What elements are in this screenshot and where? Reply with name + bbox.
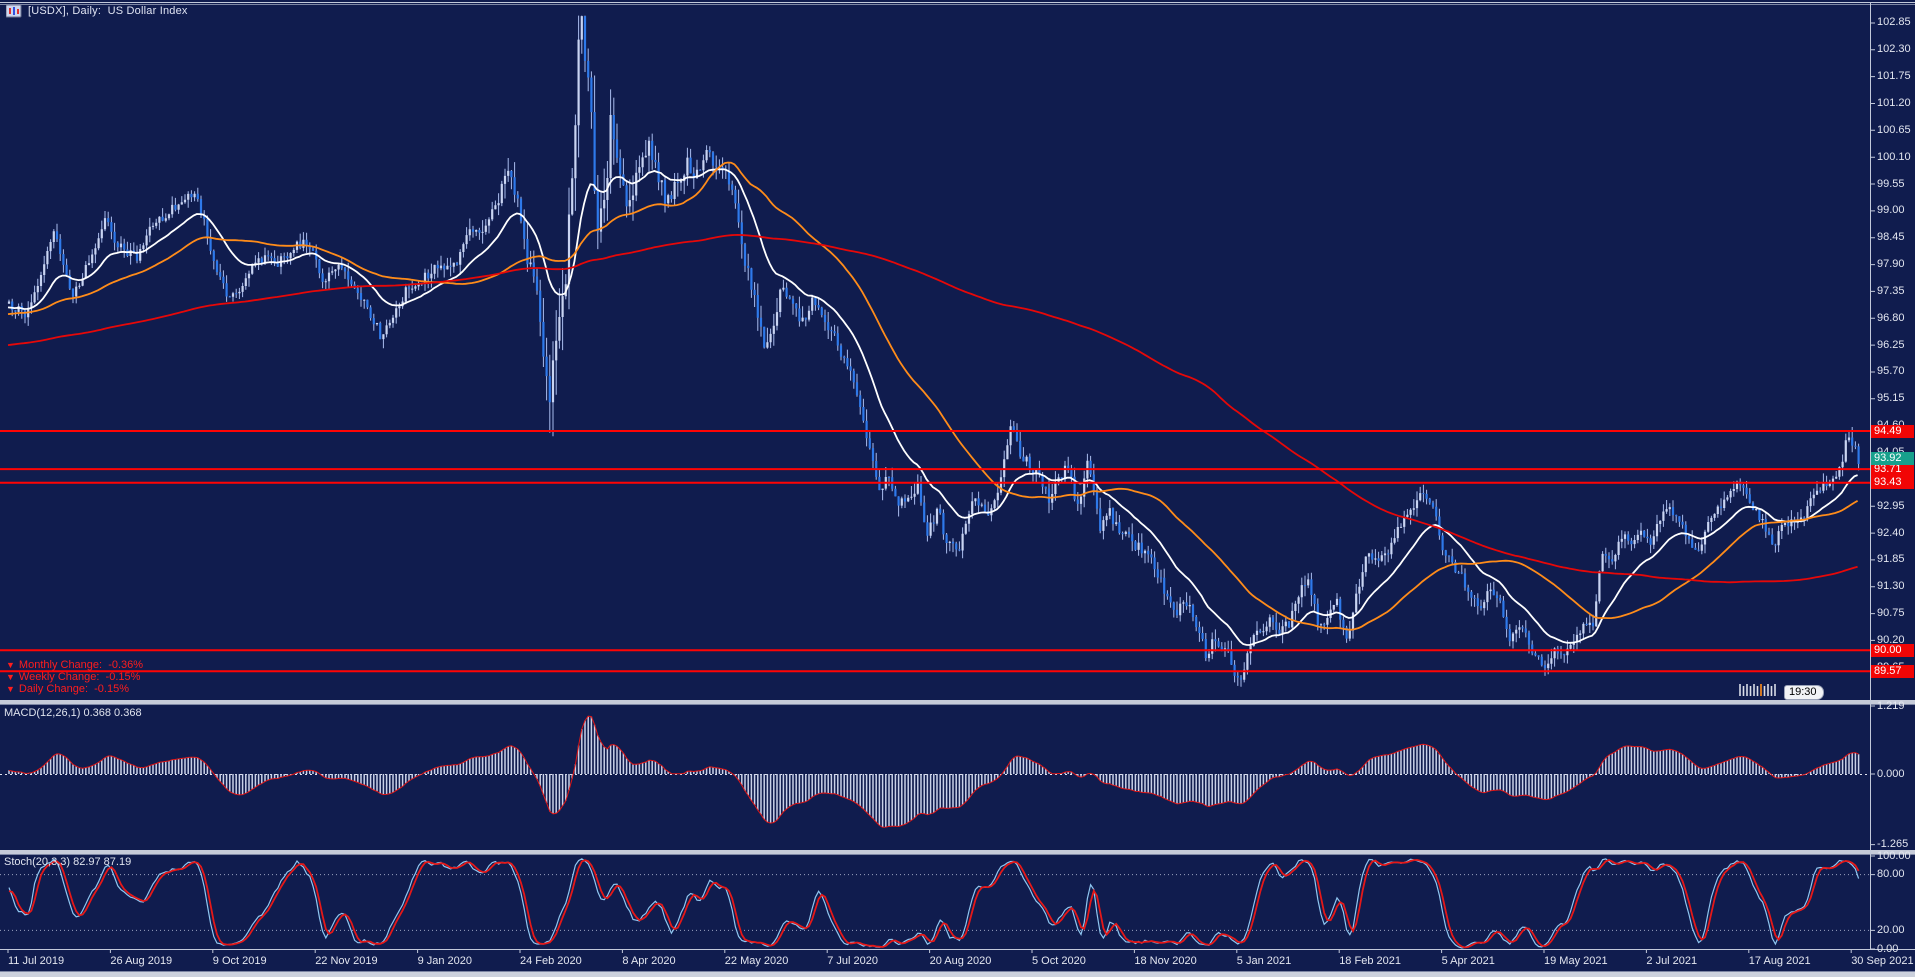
time-axis-tick: 5 Oct 2020 xyxy=(1032,955,1086,967)
price-axis[interactable]: 102.85 102.30 101.75 101.20 100.65 100.10 99.5… xyxy=(1870,0,1915,955)
chart-title: [USDX], Daily: US Dollar Index xyxy=(28,5,188,17)
price-axis-tick: 97.90 xyxy=(1877,258,1905,271)
time-axis-tick: 5 Apr 2021 xyxy=(1441,955,1495,967)
stoch-d-line xyxy=(8,858,1860,949)
time-axis-tick: 17 Aug 2021 xyxy=(1748,955,1811,967)
pane-divider-1 xyxy=(0,700,1915,704)
price-axis-tick: 95.15 xyxy=(1877,392,1905,405)
title-bar: [USDX], Daily: US Dollar Index xyxy=(0,3,600,21)
time-axis-tick: 19 May 2021 xyxy=(1544,955,1608,967)
price-axis-tick: 90.75 xyxy=(1877,607,1905,620)
monthly-change-text: Monthly Change: -0.36% xyxy=(18,659,144,671)
time-axis-tick: 24 Feb 2020 xyxy=(520,955,582,967)
stoch-pane xyxy=(0,858,1870,949)
price-axis-tick: 0.00 xyxy=(1877,942,1899,955)
time-axis-tick: 2 Jul 2021 xyxy=(1646,955,1698,967)
weekly-change-text: Weekly Change: -0.15% xyxy=(18,671,141,683)
time-axis-tick: 22 Nov 2019 xyxy=(315,955,378,967)
price-axis-tick: 20.00 xyxy=(1877,923,1905,936)
macd-indicator-label: MACD(12,26,1) 0.368 0.368 xyxy=(4,707,142,719)
stoch-indicator-label: Stoch(20,3,3) 82.97 87.19 xyxy=(4,856,132,868)
price-level-tag: 89.57 xyxy=(1871,664,1914,678)
time-axis-tick: 18 Feb 2021 xyxy=(1339,955,1401,967)
price-axis-tick: 100.00 xyxy=(1877,849,1911,862)
price-axis-tick: 92.95 xyxy=(1877,499,1905,512)
price-axis-tick: 99.55 xyxy=(1877,177,1905,190)
down-arrow-icon: ▼ xyxy=(6,684,15,694)
price-axis-tick: 91.30 xyxy=(1877,580,1905,593)
ma-line-fast xyxy=(7,168,1858,646)
time-axis-tick: 5 Jan 2021 xyxy=(1236,955,1292,967)
price-axis-tick: 80.00 xyxy=(1877,868,1905,881)
macd-pane xyxy=(0,715,1870,828)
price-axis-tick: 95.70 xyxy=(1877,365,1905,378)
price-level-tag: 90.00 xyxy=(1871,643,1914,657)
time-axis[interactable]: 11 Jul 2019 26 Aug 2019 9 Oct 2019 22 Nov 2… xyxy=(0,951,1915,971)
horizontal-scrollbar[interactable] xyxy=(0,971,1915,977)
macd-signal-line xyxy=(8,715,1859,828)
daily-change-text: Daily Change: -0.15% xyxy=(18,683,129,695)
time-axis-tick: 30 Sep 2021 xyxy=(1851,955,1914,967)
time-axis-tick: 20 Aug 2020 xyxy=(929,955,992,967)
time-axis-tick: 18 Nov 2020 xyxy=(1134,955,1197,967)
pane-divider-2 xyxy=(0,850,1915,854)
change-labels: ▼ Monthly Change: -0.36% ▼ Weekly Change: … xyxy=(6,659,143,695)
ma-line-slow xyxy=(7,233,1858,584)
price-axis-tick: 99.00 xyxy=(1877,204,1905,217)
price-axis-tick: 92.40 xyxy=(1877,526,1905,539)
countdown-bars-icon xyxy=(1738,683,1782,702)
down-arrow-icon: ▼ xyxy=(6,660,15,670)
price-level-tag: 93.71 xyxy=(1871,462,1914,476)
weekly-change-label: ▼ Weekly Change: -0.15% xyxy=(6,671,143,683)
price-axis-tick: 97.35 xyxy=(1877,284,1905,297)
candlestick-chart-icon xyxy=(5,4,22,18)
ma-line-medium xyxy=(7,161,1859,631)
price-axis-tick: 102.85 xyxy=(1877,16,1911,29)
price-axis-tick: 1.219 xyxy=(1877,699,1905,712)
bar-countdown-widget: 19:30 xyxy=(1738,683,1824,700)
price-axis-tick: 98.45 xyxy=(1877,231,1905,244)
monthly-change-label: ▼ Monthly Change: -0.36% xyxy=(6,659,143,671)
time-axis-tick: 8 Apr 2020 xyxy=(622,955,676,967)
price-axis-tick: -1.265 xyxy=(1877,838,1909,851)
daily-change-label: ▼ Daily Change: -0.15% xyxy=(6,683,143,695)
stoch-k-line xyxy=(8,858,1860,949)
price-level-tag: 93.43 xyxy=(1871,476,1914,490)
price-axis-tick: 91.85 xyxy=(1877,553,1905,566)
price-axis-tick: 96.25 xyxy=(1877,338,1905,351)
price-level-tag: 94.49 xyxy=(1871,424,1914,438)
price-axis-tick: 100.65 xyxy=(1877,123,1911,136)
time-axis-tick: 22 May 2020 xyxy=(724,955,789,967)
candles-group xyxy=(7,15,1860,687)
horizontal-level-lines xyxy=(0,430,1870,673)
current-price-tag: 93.92 xyxy=(1871,452,1914,466)
price-axis-tick: 102.30 xyxy=(1877,43,1911,56)
time-axis-tick: 11 Jul 2019 xyxy=(8,955,65,967)
price-axis-tick: 96.80 xyxy=(1877,311,1905,324)
countdown-timer: 19:30 xyxy=(1784,685,1824,700)
time-axis-tick: 9 Jan 2020 xyxy=(417,955,473,967)
price-axis-tick: 101.75 xyxy=(1877,70,1911,83)
time-axis-tick: 7 Jul 2020 xyxy=(827,955,878,967)
price-axis-tick: 101.20 xyxy=(1877,96,1911,109)
price-axis-tick: 100.10 xyxy=(1877,150,1911,163)
time-axis-tick: 26 Aug 2019 xyxy=(110,955,173,967)
down-arrow-icon: ▼ xyxy=(6,672,15,682)
price-axis-tick: 90.20 xyxy=(1877,633,1905,646)
time-axis-tick: 9 Oct 2019 xyxy=(212,955,267,967)
price-axis-tick: 0.000 xyxy=(1877,767,1905,780)
